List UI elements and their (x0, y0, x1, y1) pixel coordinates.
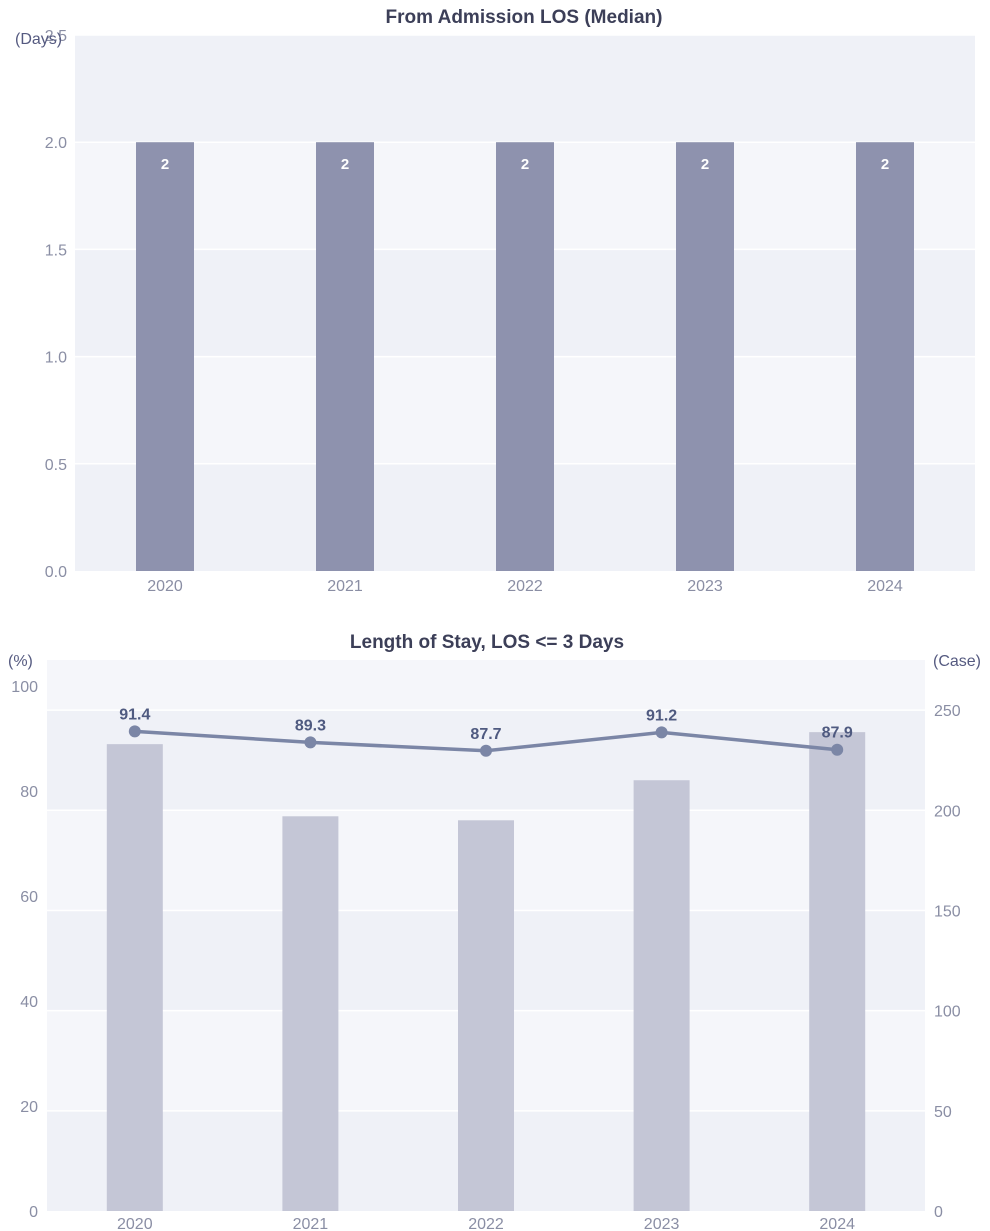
percent-points (128, 725, 844, 757)
x-tick-label: 2023 (687, 578, 723, 595)
left-y-axis-ticks: 0 20 40 60 80 100 (11, 679, 38, 1221)
y-tick-label: 1.5 (45, 242, 67, 259)
percent-value-label: 87.7 (470, 726, 501, 743)
bar-value-label: 2 (341, 156, 349, 173)
left-y-tick-label: 60 (20, 889, 38, 906)
left-y-tick-label: 80 (20, 784, 38, 801)
x-tick-label: 2024 (867, 578, 903, 595)
left-y-axis-unit: (%) (8, 653, 33, 670)
percent-point (128, 725, 141, 738)
x-tick-label: 2021 (327, 578, 363, 595)
y-tick-label: 0.0 (45, 564, 67, 581)
bar (316, 142, 374, 571)
right-y-tick-label: 200 (934, 803, 961, 820)
case-bars (106, 732, 866, 1211)
percent-labels: 91.4 89.3 87.7 91.2 87.9 (119, 706, 853, 742)
x-tick-label: 2020 (147, 578, 183, 595)
plot-band (75, 35, 975, 143)
chart-title: Length of Stay, LOS <= 3 Days (350, 632, 624, 653)
bar (676, 142, 734, 571)
right-y-tick-label: 150 (934, 903, 961, 920)
bar-value-label: 2 (881, 156, 889, 173)
case-bar (458, 820, 514, 1211)
y-tick-label: 2.0 (45, 135, 67, 152)
x-tick-label: 2021 (293, 1216, 329, 1231)
y-axis-unit: (Days) (15, 31, 62, 48)
right-y-tick-label: 0 (934, 1204, 943, 1221)
percent-point (304, 736, 317, 749)
percent-value-label: 87.9 (822, 725, 853, 742)
bar (856, 142, 914, 571)
y-axis-ticks: 0.0 0.5 1.0 1.5 2.0 2.5 (45, 28, 67, 581)
x-axis-ticks: 2020 2021 2022 2023 2024 (147, 578, 903, 595)
plot-band (47, 710, 925, 811)
left-y-tick-label: 100 (11, 679, 38, 696)
x-tick-label: 2023 (644, 1216, 680, 1231)
chart-title: From Admission LOS (Median) (386, 7, 663, 28)
right-y-tick-label: 100 (934, 1004, 961, 1021)
median-los-chart: 2 2 2 2 2 2020 2021 2022 2023 2024 0.0 0.5 1.0 1.5 2… (15, 7, 975, 595)
percent-value-label: 89.3 (295, 717, 326, 734)
left-y-tick-label: 20 (20, 1099, 38, 1116)
los-under-3-days-chart: 91.489.3 87.791.287.9 2020 2021 2022 2023 202… (8, 632, 981, 1231)
x-axis-ticks: 2020 2021 2022 2023 2024 (117, 1216, 855, 1231)
bar-value-label: 2 (521, 156, 529, 173)
percent-value-label: 91.4 (119, 706, 150, 723)
bar-value-label: 2 (701, 156, 709, 173)
right-y-tick-label: 50 (934, 1104, 952, 1121)
percent-point (655, 726, 668, 739)
bar-labels: 2 2 2 2 2 (161, 156, 889, 173)
right-y-axis-unit: (Case) (933, 653, 981, 670)
case-bar (282, 816, 339, 1211)
percent-point (480, 744, 492, 757)
left-y-tick-label: 0 (29, 1204, 38, 1221)
case-bar (809, 732, 866, 1211)
bar (496, 142, 554, 571)
x-tick-label: 2024 (819, 1216, 855, 1231)
y-tick-label: 1.0 (45, 350, 67, 367)
y-tick-label: 2.5 (45, 28, 67, 45)
bar-value-label: 2 (161, 156, 169, 173)
right-y-axis-ticks: 0 50 100 150 200 250 (934, 703, 961, 1221)
right-y-tick-label: 250 (934, 703, 961, 720)
y-tick-label: 0.5 (45, 457, 67, 474)
percent-point (831, 743, 844, 756)
case-bar (106, 744, 163, 1211)
left-y-tick-label: 40 (20, 994, 38, 1011)
x-tick-label: 2022 (507, 578, 543, 595)
bars (136, 142, 914, 571)
percent-value-label: 91.2 (646, 707, 677, 724)
bar (136, 142, 194, 571)
case-bar (633, 780, 690, 1211)
x-tick-label: 2020 (117, 1216, 153, 1231)
x-tick-label: 2022 (468, 1216, 504, 1231)
